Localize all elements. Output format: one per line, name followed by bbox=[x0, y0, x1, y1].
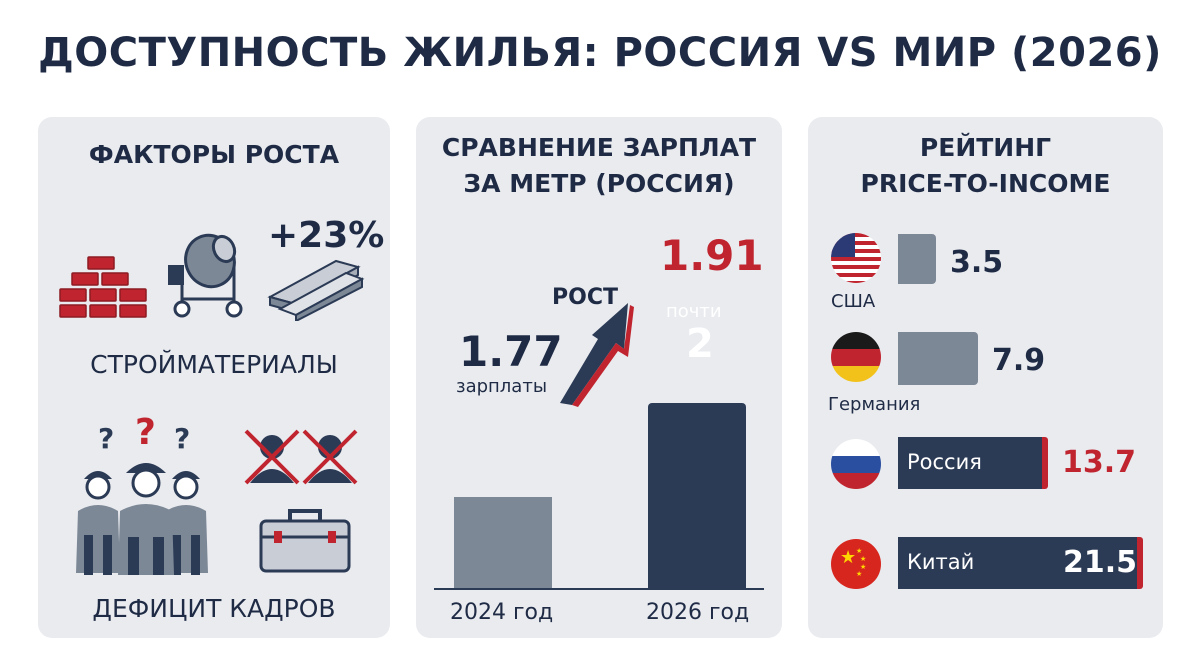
factors-panel: ФАКТОРЫ РОСТА +23% СТРОЙМАТЕРИАЛ bbox=[38, 117, 390, 638]
rating-panel: РЕЙТИНГ PRICE-TO-INCOME США 3.5 Германия… bbox=[808, 117, 1163, 638]
svg-text:★: ★ bbox=[856, 547, 862, 555]
bar-2024 bbox=[454, 497, 552, 589]
page-title: ДОСТУПНОСТЬ ЖИЛЬЯ: РОССИЯ VS МИР (2026) bbox=[38, 30, 1162, 76]
x-label-2026: 2026 год bbox=[646, 600, 750, 625]
x-axis-line bbox=[434, 588, 764, 590]
china-flag-icon: ★ ★ ★ ★ ★ bbox=[831, 539, 881, 589]
question-mark-left: ? bbox=[98, 422, 115, 455]
salary-heading-line1: СРАВНЕНИЕ ЗАРПЛАТ bbox=[441, 133, 757, 162]
russia-flag-icon bbox=[831, 439, 881, 489]
caption-2026: почти bbox=[666, 301, 722, 322]
workers-icon bbox=[76, 463, 208, 575]
factors-heading: ФАКТОРЫ РОСТА bbox=[88, 140, 340, 169]
value-germany: 7.9 bbox=[992, 343, 1046, 378]
bar-germany bbox=[898, 332, 978, 385]
approx-value-2026: 2 bbox=[686, 321, 714, 367]
bar-label-russia: Россия bbox=[907, 450, 982, 474]
bricks-icon bbox=[59, 256, 147, 318]
growth-label: РОСТ bbox=[552, 285, 618, 310]
bar-china bbox=[898, 537, 1143, 589]
svg-text:★: ★ bbox=[856, 570, 862, 578]
value-usa: 3.5 bbox=[950, 245, 1004, 280]
bar-label-china: Китай bbox=[907, 550, 975, 574]
value-label-2026: 1.91 bbox=[660, 231, 764, 280]
materials-label: СТРОЙМАТЕРИАЛЫ bbox=[90, 350, 338, 379]
caption-2024: зарплаты bbox=[456, 376, 548, 397]
question-mark-right: ? bbox=[174, 422, 191, 455]
svg-text:★: ★ bbox=[860, 563, 866, 571]
us-flag-icon bbox=[831, 233, 881, 283]
salary-heading-line2: ЗА МЕТР (РОССИЯ) bbox=[463, 169, 735, 198]
growth-arrow-icon bbox=[560, 303, 634, 407]
value-china: 21.5 bbox=[1063, 545, 1138, 580]
bar-2026 bbox=[648, 403, 746, 589]
question-mark-center: ? bbox=[135, 412, 156, 453]
svg-text:★: ★ bbox=[840, 547, 856, 568]
rating-heading-line2: PRICE-TO-INCOME bbox=[860, 169, 1111, 198]
materials-percent: +23% bbox=[268, 215, 385, 256]
bar-russia bbox=[898, 437, 1048, 489]
concrete-mixer-icon bbox=[168, 233, 243, 318]
country-label-usa: США bbox=[831, 291, 876, 312]
shortage-label: ДЕФИЦИТ КАДРОВ bbox=[92, 594, 336, 623]
lumber-icon bbox=[267, 259, 365, 321]
salary-panel: СРАВНЕНИЕ ЗАРПЛАТ ЗА МЕТР (РОССИЯ) 1.77 … bbox=[416, 117, 782, 638]
value-label-2024: 1.77 bbox=[459, 327, 563, 376]
country-label-germany: Германия bbox=[828, 394, 921, 415]
rating-heading-line1: РЕЙТИНГ bbox=[919, 133, 1052, 162]
x-label-2024: 2024 год bbox=[450, 600, 554, 625]
bar-usa bbox=[898, 234, 936, 284]
toolbox-icon bbox=[259, 509, 351, 573]
value-russia: 13.7 bbox=[1062, 445, 1137, 480]
svg-text:★: ★ bbox=[860, 555, 866, 563]
germany-flag-icon bbox=[831, 332, 881, 382]
crossed-person-icon bbox=[244, 429, 358, 485]
